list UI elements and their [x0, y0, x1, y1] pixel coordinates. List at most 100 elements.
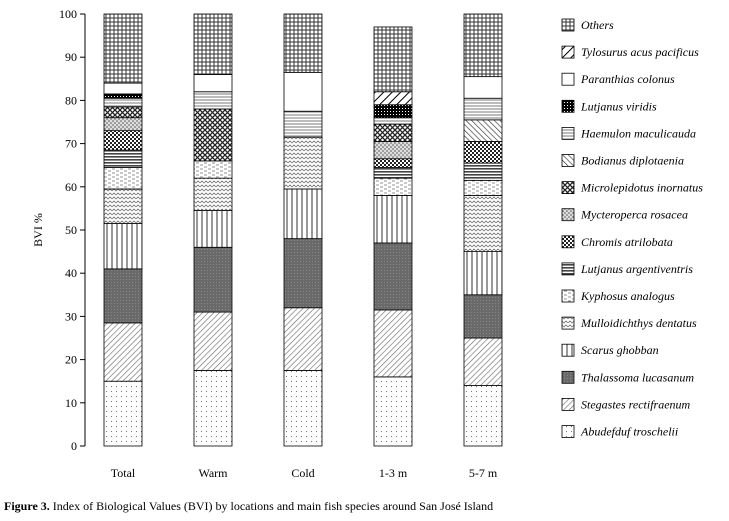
bar-segment	[103, 166, 143, 190]
figure-caption-text: Index of Biological Values (BVI) by loca…	[49, 499, 494, 513]
x-tick-label: 5-7 m	[469, 466, 498, 480]
bar-segment	[103, 97, 143, 108]
bar-segment	[463, 141, 503, 164]
bar-segment	[103, 13, 143, 84]
bar-segment	[103, 188, 143, 224]
figure-caption: Figure 3. Index of Biological Values (BV…	[4, 499, 493, 514]
legend-swatch	[561, 235, 575, 249]
bar-segment	[103, 117, 143, 132]
y-tick-label: 50	[65, 223, 77, 237]
bar-segment	[193, 246, 233, 313]
legend-label: Others	[581, 18, 614, 32]
y-tick-label: 80	[65, 93, 77, 107]
legend-label: Scarus ghobban	[581, 343, 659, 357]
bar-segment	[193, 13, 233, 75]
bars	[103, 13, 503, 447]
bar-segment	[193, 311, 233, 371]
bar-segment	[283, 238, 323, 309]
x-axis-labels: Total Warm Cold 1-3 m 5-7 m	[111, 466, 498, 480]
bar-segment	[373, 117, 413, 125]
bar-segment	[103, 149, 143, 168]
bar-segment	[103, 322, 143, 382]
bar-segment	[193, 177, 233, 211]
bar-segment	[193, 108, 233, 162]
legend-label: Abudefduf troschelii	[580, 425, 678, 439]
x-tick-label: 1-3 m	[379, 466, 408, 480]
bar-segment	[103, 82, 143, 95]
legend-label: Mycteroperca rosacea	[580, 208, 688, 222]
y-axis: 0 10 20 30 40 50 60 70 80 90 100	[59, 7, 86, 453]
bar-segment	[283, 13, 323, 73]
legend: Others Tylosurus acus pacificus Paranthias…	[561, 18, 703, 439]
bar-segment	[463, 13, 503, 78]
bar-segment	[463, 294, 503, 339]
bar-segment	[103, 380, 143, 447]
legend-swatch	[561, 154, 575, 167]
bar-segment	[103, 223, 143, 270]
bar-segment	[463, 195, 503, 253]
legend-swatch	[561, 18, 575, 32]
bar-segment	[193, 369, 233, 447]
stacked-bar-chart: 0 10 20 30 40 50 60 70 80 90 100 Total Warm Cold 1-3 …	[31, 7, 703, 480]
y-tick-label: 90	[65, 50, 77, 64]
legend-label: Thalassoma lucasanum	[581, 370, 694, 384]
bar-segment	[463, 97, 503, 121]
legend-label: Chromis atrilobata	[581, 235, 673, 249]
bar-segment	[193, 74, 233, 93]
bar-segment	[373, 309, 413, 378]
bar-segment	[283, 369, 323, 447]
bar-segment	[373, 104, 413, 119]
bar-segment	[283, 188, 323, 240]
legend-swatch	[561, 316, 575, 330]
bar-segment	[373, 26, 413, 93]
y-tick-label: 0	[71, 439, 77, 453]
y-tick-label: 20	[65, 353, 77, 367]
legend-label: Stegastes rectifraenum	[581, 397, 691, 411]
legend-swatch	[561, 370, 575, 384]
y-tick-label: 30	[65, 309, 77, 323]
bar-segment	[373, 91, 413, 106]
y-tick-label: 10	[65, 396, 77, 410]
bar-segment	[103, 268, 143, 324]
legend-swatch	[561, 425, 575, 438]
bar-segment	[463, 179, 503, 196]
legend-swatch	[561, 397, 575, 411]
y-axis-label: BVI %	[31, 213, 45, 247]
legend-label: Lutjanus argentiventris	[580, 262, 693, 276]
legend-label: Paranthias colonus	[580, 72, 675, 86]
bar-segment	[193, 210, 233, 248]
legend-swatch	[561, 208, 575, 222]
figure-caption-label: Figure 3.	[4, 499, 50, 513]
legend-swatch	[561, 127, 575, 140]
legend-label: Microlepidotus inornatus	[580, 181, 703, 195]
bar-segment	[193, 91, 233, 110]
legend-label: Lutjanus viridis	[580, 99, 657, 113]
bar-segment	[283, 307, 323, 371]
bar-segment	[463, 337, 503, 386]
bar-segment	[283, 136, 323, 190]
legend-label: Haemulon maculicauda	[580, 126, 696, 140]
bar-segment	[103, 106, 143, 119]
bar-segment	[463, 385, 503, 447]
bar-segment	[373, 195, 413, 244]
legend-swatch	[561, 262, 575, 276]
y-tick-label: 60	[65, 180, 77, 194]
bar-segment	[373, 166, 413, 179]
x-tick-label: Cold	[291, 466, 314, 480]
legend-label: Mulloidichthys dentatus	[580, 316, 697, 330]
bar-segment	[463, 251, 503, 296]
legend-swatch	[561, 181, 575, 195]
legend-swatch	[561, 343, 575, 357]
bar-segment	[463, 162, 503, 181]
bar-segment	[373, 141, 413, 160]
bar-segment	[373, 242, 413, 311]
legend-label: Bodianus diplotaenia	[581, 154, 684, 168]
bar-segment	[373, 158, 413, 168]
y-tick-label: 100	[59, 7, 77, 21]
legend-swatch	[561, 289, 575, 303]
legend-swatch	[561, 45, 575, 59]
bar-segment	[103, 93, 143, 99]
bar-segment	[463, 76, 503, 99]
bar-segment	[373, 177, 413, 196]
bar-segment	[193, 160, 233, 179]
